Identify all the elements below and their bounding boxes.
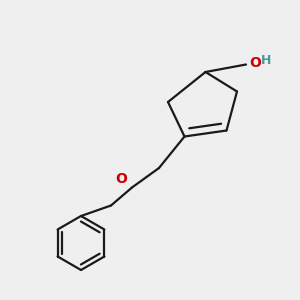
Text: H: H (260, 53, 271, 67)
Text: O: O (116, 172, 128, 186)
Text: O: O (249, 56, 261, 70)
